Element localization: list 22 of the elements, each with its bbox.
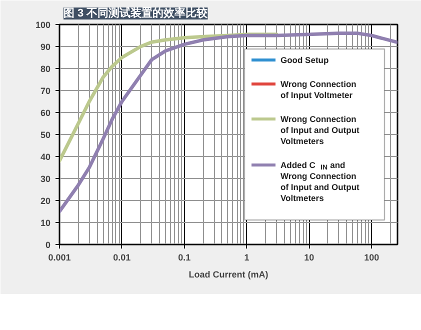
x-tick-label: 0.001 (48, 252, 71, 262)
legend-label: Good Setup (280, 55, 329, 65)
x-tick-label: 0.1 (178, 252, 191, 262)
y-tick-label: 10 (40, 218, 51, 228)
legend-label: Wrong Connection of Input and Output Voltmeters (280, 114, 360, 146)
x-tick-label: 1 (244, 252, 250, 262)
x-tick-label: 10 (304, 252, 314, 262)
x-tick-label: 100 (364, 252, 380, 262)
y-tick-label: 0 (45, 240, 51, 250)
y-tick-label: 100 (35, 20, 51, 30)
y-tick-label: 60 (40, 108, 51, 118)
x-axis-title: Load Current (mA) (188, 270, 268, 280)
legend-label: Wrong Connection of Input Voltmeter (280, 79, 356, 100)
y-tick-label: 40 (40, 152, 51, 162)
chart-title: 图 3 不同测试装置的效率比较 (64, 6, 209, 20)
y-tick-label: 70 (40, 86, 51, 96)
y-tick-label: 50 (40, 130, 51, 140)
y-tick-label: 90 (40, 42, 51, 52)
y-tick-label: 20 (40, 196, 51, 206)
y-tick-label: 30 (40, 174, 51, 184)
x-tick-label: 0.01 (113, 252, 131, 262)
y-tick-label: 80 (40, 64, 51, 74)
